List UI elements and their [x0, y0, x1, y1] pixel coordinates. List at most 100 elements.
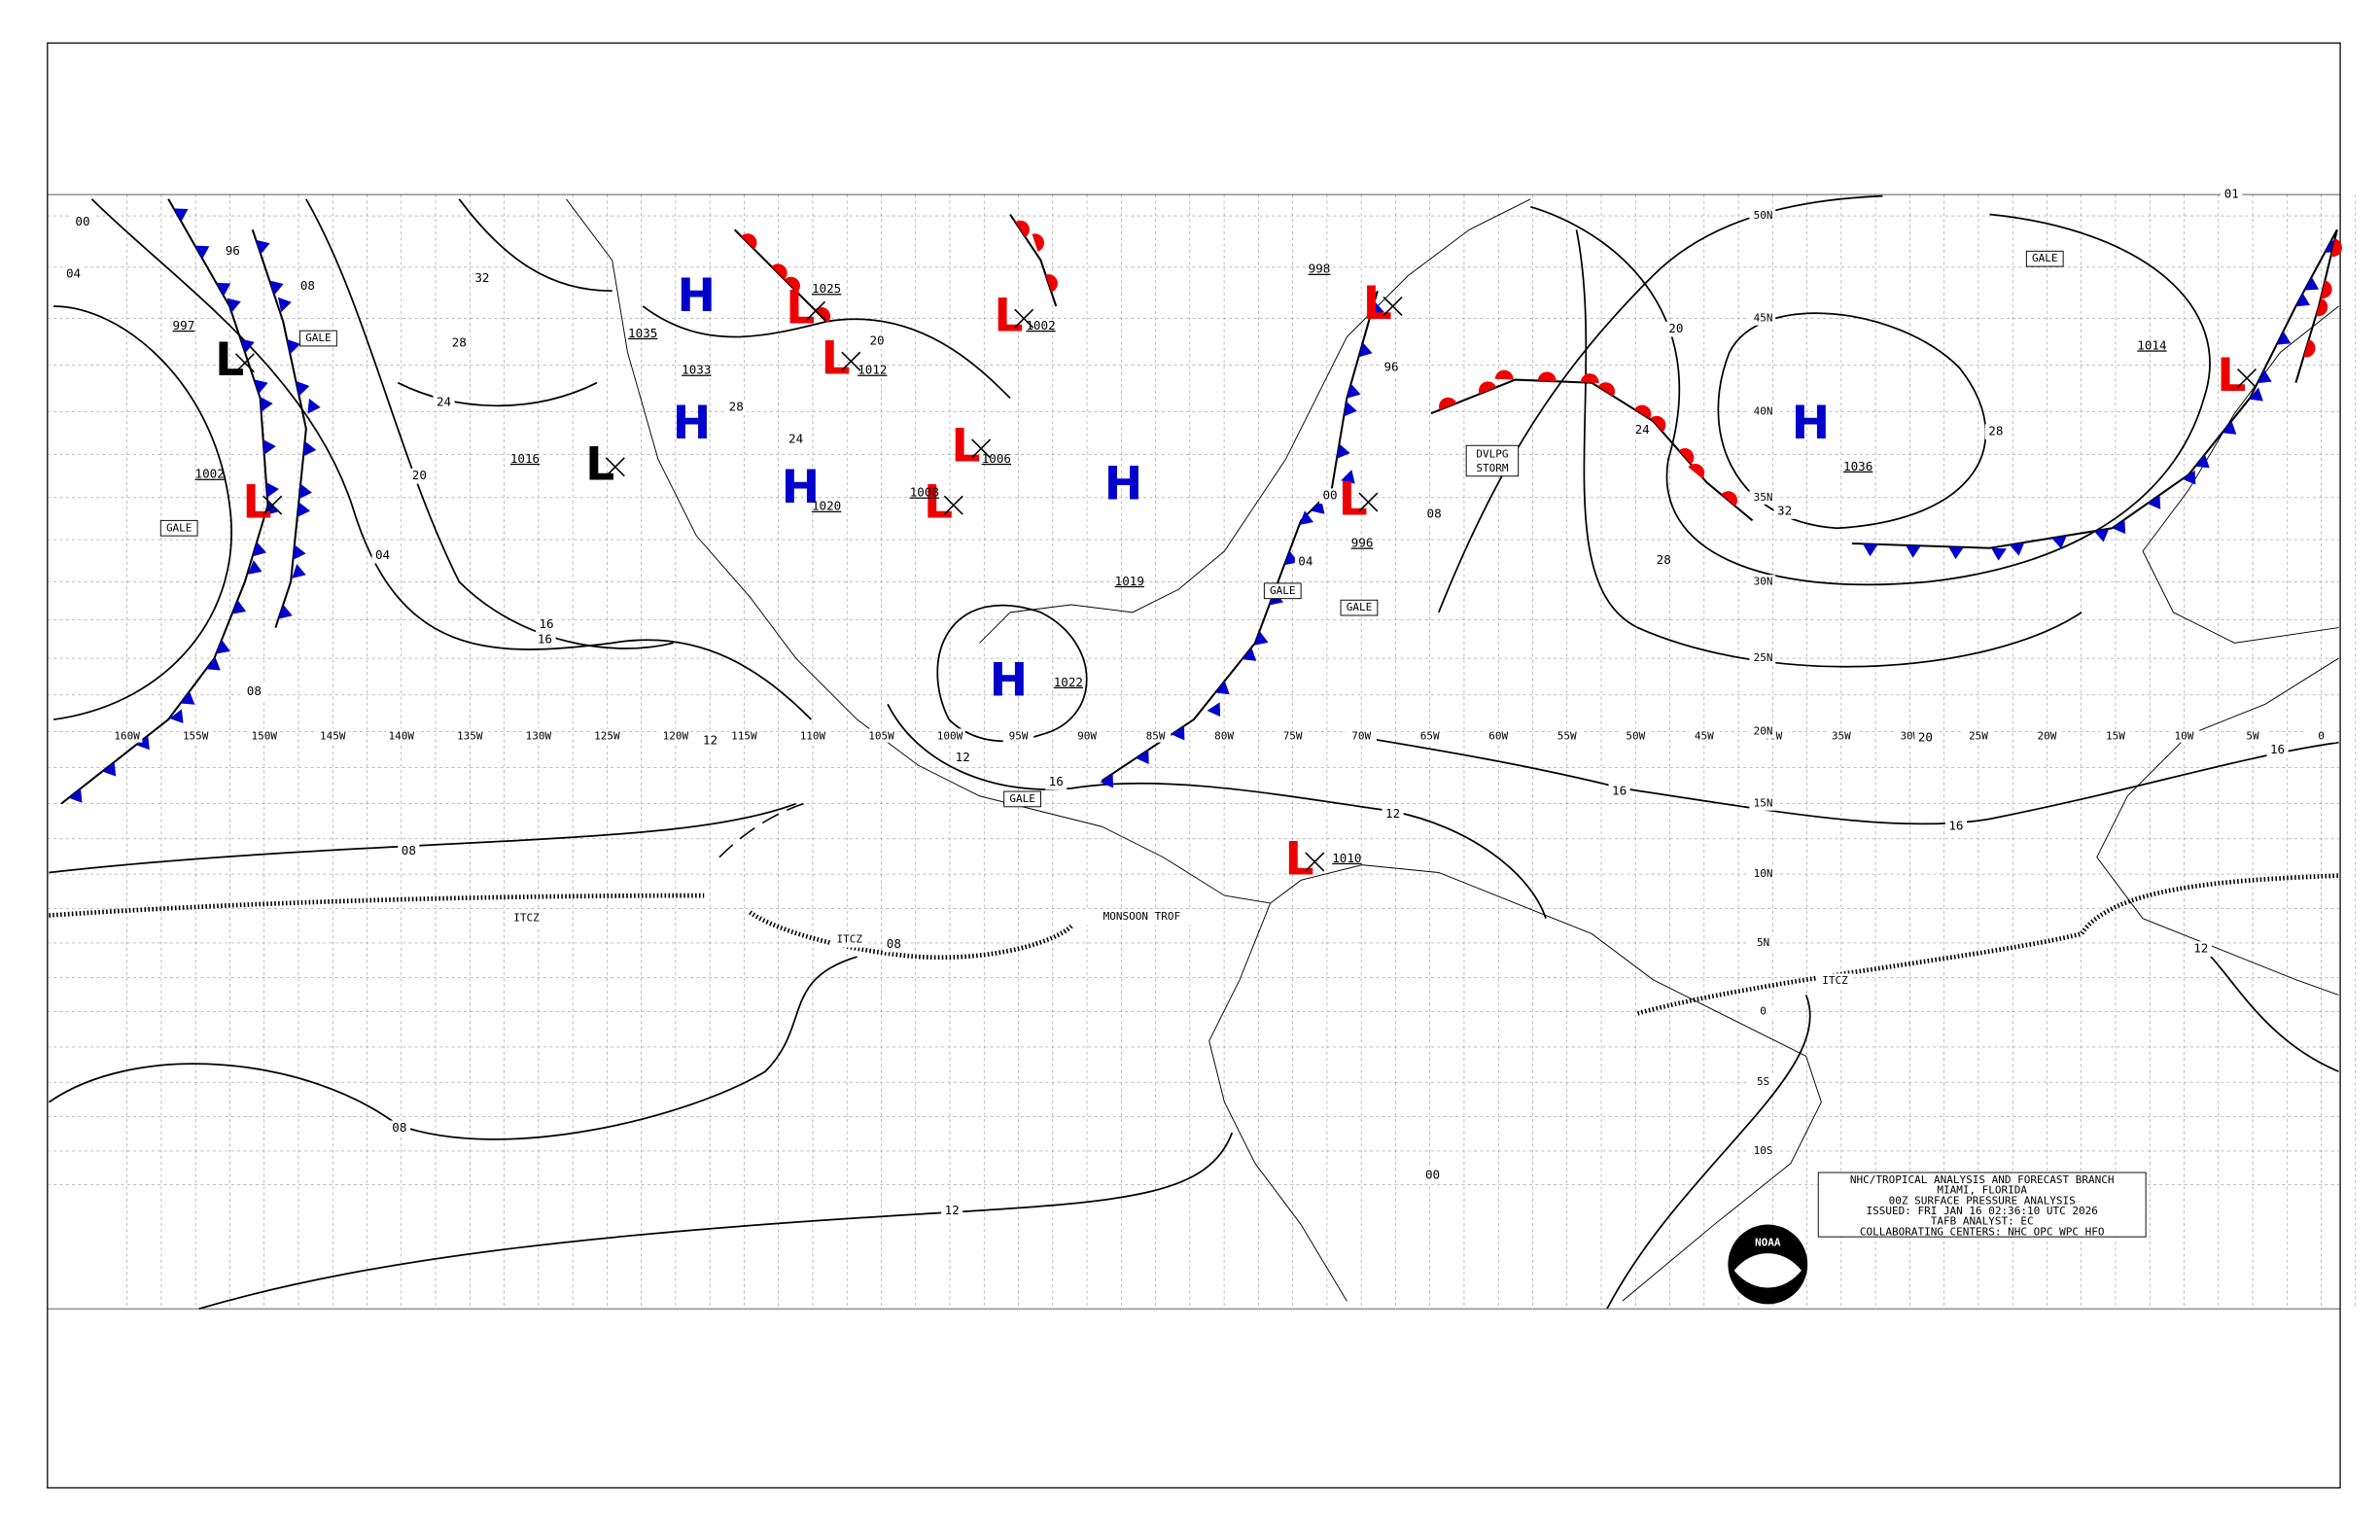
- warm-front: [2294, 229, 2338, 384]
- coastline: [2142, 305, 2339, 644]
- cold-front-symbol: [1336, 443, 1350, 459]
- isobar-label: 28: [729, 399, 744, 413]
- isobar-label: 08: [247, 683, 262, 698]
- lon-label-box: [386, 728, 417, 743]
- noaa-logo-text: NOAA: [1755, 1236, 1781, 1248]
- isobar: [1606, 995, 1811, 1310]
- coastline: [979, 198, 1531, 644]
- storm-box: [1465, 444, 1520, 477]
- info-box: [1817, 1172, 2147, 1238]
- lon-label-box: [2305, 728, 2337, 743]
- isobar-label: 16: [1612, 784, 1627, 798]
- trough-label: MONSOON TROF: [1103, 910, 1180, 923]
- lon-label: 145W: [320, 729, 346, 742]
- cold-front-symbol: [102, 761, 117, 777]
- isobar-label: 08: [300, 278, 315, 293]
- lat-label-box: [1749, 404, 1776, 419]
- cold-front-symbol: [240, 338, 255, 354]
- isobar: [305, 198, 674, 649]
- isobar-label: 32: [474, 270, 489, 285]
- isobar-label-box: [471, 270, 493, 287]
- lon-label-box: [1277, 728, 1309, 743]
- isobar-label-box: [535, 616, 558, 633]
- isobars: [48, 194, 2339, 1310]
- itcz-box: [508, 910, 545, 927]
- fronts: [60, 198, 2342, 805]
- cold-front-symbol: [2093, 528, 2110, 542]
- isobar-label-box: [62, 266, 85, 282]
- warm-front-symbol: [784, 276, 800, 293]
- center-x: [1014, 308, 1034, 329]
- lon-label-box: [454, 728, 486, 743]
- lat-label: 15N: [1754, 797, 1773, 810]
- isobar-label: 20: [869, 333, 884, 348]
- lon-label: 45W: [1695, 729, 1714, 742]
- cold-front-symbol: [256, 239, 270, 255]
- isobar-label: 01: [2224, 187, 2239, 201]
- isobar-label: 20: [412, 468, 427, 482]
- isobar-label-box: [1421, 1168, 1444, 1184]
- cold-front-symbol: [1948, 546, 1964, 560]
- lon-label: 50W: [1626, 729, 1645, 742]
- center-symbol: L: [585, 438, 614, 491]
- cold-front-symbol: [2147, 494, 2161, 509]
- lon-label-box: [1002, 728, 1034, 743]
- noaa-logo-gull: [1733, 1253, 1802, 1288]
- warm-front-symbol: [2303, 339, 2316, 358]
- lat-label: 5S: [1757, 1075, 1769, 1088]
- isobar-label-box: [699, 733, 721, 749]
- isobar-label-box: [2189, 941, 2212, 958]
- info-line: ISSUED: FRI JAN 16 02:36:10 UTC 2026: [1866, 1205, 2097, 1217]
- info-line: 00Z SURFACE PRESSURE ANALYSIS: [1889, 1194, 2076, 1207]
- isobar-label: 00: [1322, 488, 1337, 503]
- cold-front-symbol: [1341, 470, 1355, 484]
- cold-front-symbol: [216, 282, 231, 297]
- lon-label-box: [591, 728, 623, 743]
- cold-front-symbol: [293, 544, 306, 560]
- cold-front-symbol: [1991, 547, 2007, 561]
- isobar-label-box: [388, 1120, 410, 1137]
- warm-front-symbol: [1439, 397, 1457, 410]
- cold-front-symbol: [2009, 542, 2025, 556]
- cold-front-symbol: [269, 280, 284, 296]
- cold-front-symbol: [2249, 387, 2263, 402]
- cold-front-symbol: [227, 298, 241, 313]
- lon-label-box: [1208, 728, 1240, 743]
- coastline: [1270, 864, 1822, 1302]
- isobar-label-box: [1380, 360, 1403, 375]
- isobar: [49, 802, 796, 874]
- isobar-label: 28: [452, 334, 467, 349]
- lat-label-box: [1749, 490, 1776, 505]
- gale-box: [1340, 599, 1379, 616]
- center-symbol: L: [924, 476, 953, 530]
- lon-label: 115W: [731, 729, 757, 742]
- isobar-label-box: [883, 936, 905, 953]
- isobar-label: 00: [75, 214, 89, 228]
- lat-label-box: [1749, 724, 1776, 739]
- isobar-label-box: [1319, 488, 1342, 505]
- lon-label-box: [2100, 728, 2131, 743]
- cold-front-symbol: [262, 439, 276, 455]
- warm-front: [1430, 378, 1754, 522]
- lat-label-box: [1749, 935, 1776, 950]
- lat-label: 25N: [1754, 651, 1773, 664]
- center-symbol: H: [1792, 397, 1831, 450]
- lon-label-box: [317, 728, 348, 743]
- isobar: [458, 198, 612, 293]
- lon-label: 10W: [2175, 729, 2194, 742]
- storm-label: DVLPG: [1476, 448, 1508, 461]
- lat-label-box: [1749, 1004, 1776, 1019]
- cold-front-symbol: [264, 501, 279, 516]
- isobar-label-box: [71, 214, 94, 230]
- coastline: [566, 198, 1271, 904]
- center-pressure: 1010: [1332, 851, 1361, 865]
- lon-label: 135W: [457, 729, 483, 742]
- lon-label-box: [934, 728, 965, 743]
- lon-label: 90W: [1077, 729, 1097, 742]
- cold-front-symbol: [173, 208, 189, 223]
- isobar-label: 20: [1918, 729, 1933, 744]
- center-pressure: 1014: [2137, 337, 2166, 352]
- lon-label: 35W: [1832, 729, 1851, 742]
- cold-front-symbol: [231, 600, 247, 614]
- lon-label-box: [1414, 728, 1446, 743]
